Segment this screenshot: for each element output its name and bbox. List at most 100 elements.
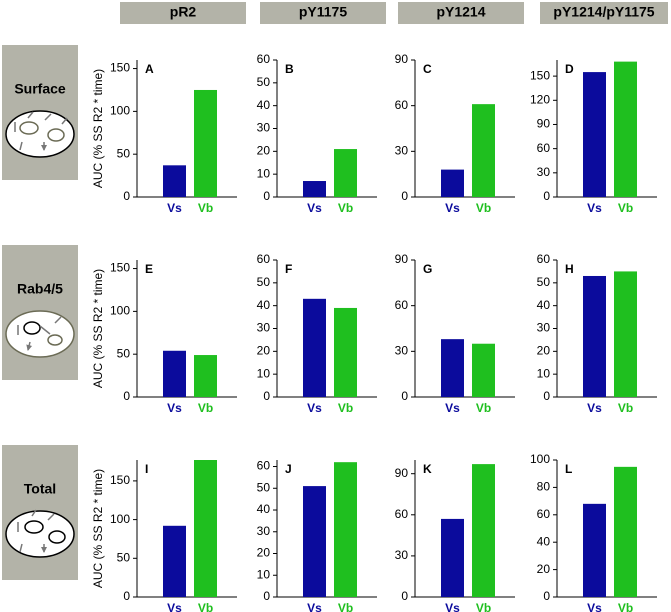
y-tick-label: 30 <box>257 121 271 135</box>
column-header: pY1214/pY1175 <box>553 4 654 20</box>
panel-letter: K <box>423 462 432 476</box>
y-tick-label: 50 <box>117 346 131 360</box>
bar <box>194 89 217 197</box>
x-tick-label: Vb <box>198 601 213 612</box>
x-tick-label: Vs <box>587 601 602 612</box>
column-header: pR2 <box>170 4 197 20</box>
x-tick-label: Vs <box>167 201 182 215</box>
y-tick-label: 0 <box>543 389 550 403</box>
bar <box>334 307 357 397</box>
x-tick-label: Vb <box>198 201 213 215</box>
column-box <box>260 2 386 24</box>
y-tick-label: 0 <box>263 589 270 603</box>
panel-letter: F <box>285 262 292 276</box>
y-tick-label: 10 <box>257 567 271 581</box>
bar <box>614 271 637 397</box>
bar <box>583 275 606 397</box>
y-tick-label: 30 <box>537 165 551 179</box>
bar <box>583 72 606 197</box>
bar <box>303 181 326 197</box>
y-tick-label: 80 <box>537 480 551 494</box>
bar <box>334 149 357 197</box>
bar <box>163 165 186 197</box>
y-tick-label: 0 <box>123 189 130 203</box>
y-tick-label: 120 <box>530 92 550 106</box>
y-tick-label: 30 <box>395 548 409 562</box>
y-tick-label: 0 <box>543 589 550 603</box>
y-tick-label: 60 <box>395 298 409 312</box>
y-tick-label: 60 <box>537 507 551 521</box>
y-axis-label: AUC (% SS R2 * time) <box>91 469 105 588</box>
panel-letter: E <box>145 262 153 276</box>
x-tick-label: Vs <box>587 401 602 415</box>
bar <box>303 486 326 597</box>
y-axis-label: AUC (% SS R2 * time) <box>91 269 105 388</box>
panel-letter: A <box>145 62 154 76</box>
y-tick-label: 30 <box>395 144 409 158</box>
y-tick-label: 0 <box>123 389 130 403</box>
y-tick-label: 50 <box>117 550 131 564</box>
x-tick-label: Vb <box>618 601 633 612</box>
panel-letter: B <box>285 62 294 76</box>
y-tick-label: 90 <box>395 252 409 266</box>
y-tick-label: 0 <box>401 589 408 603</box>
bar <box>583 503 606 597</box>
y-tick-label: 60 <box>537 141 551 155</box>
column-box <box>120 2 246 24</box>
y-tick-label: 20 <box>257 546 271 560</box>
x-tick-label: Vs <box>307 601 322 612</box>
y-tick-label: 50 <box>117 146 131 160</box>
y-tick-label: 40 <box>257 298 271 312</box>
bar <box>163 525 186 597</box>
column-box <box>540 2 668 24</box>
y-tick-label: 60 <box>257 459 271 473</box>
panel-letter: L <box>565 462 572 476</box>
y-tick-label: 30 <box>395 344 409 358</box>
bar <box>614 61 637 198</box>
x-tick-label: Vs <box>167 401 182 415</box>
x-tick-label: Vb <box>198 401 213 415</box>
column-header: pY1175 <box>299 4 347 20</box>
y-tick-label: 150 <box>110 61 130 75</box>
y-tick-label: 30 <box>257 524 271 538</box>
y-tick-label: 90 <box>395 466 409 480</box>
y-tick-label: 150 <box>110 261 130 275</box>
row-box <box>2 45 78 180</box>
bar <box>472 464 495 597</box>
x-tick-label: Vs <box>167 601 182 612</box>
y-tick-label: 20 <box>537 344 551 358</box>
y-tick-label: 0 <box>263 389 270 403</box>
y-tick-label: 10 <box>537 366 551 380</box>
bar <box>441 169 464 197</box>
x-tick-label: Vs <box>445 401 460 415</box>
y-tick-label: 0 <box>263 189 270 203</box>
row-label: Surface <box>14 81 66 97</box>
panel-letter: D <box>565 62 574 76</box>
x-tick-label: Vb <box>338 201 353 215</box>
y-tick-label: 40 <box>257 502 271 516</box>
y-tick-label: 100 <box>530 452 550 466</box>
y-tick-label: 40 <box>537 534 551 548</box>
y-tick-label: 150 <box>110 473 130 487</box>
bar <box>441 339 464 397</box>
y-tick-label: 60 <box>257 252 271 266</box>
bar <box>194 355 217 397</box>
y-tick-label: 0 <box>543 189 550 203</box>
y-tick-label: 10 <box>257 166 271 180</box>
y-tick-label: 90 <box>537 117 551 131</box>
y-tick-label: 50 <box>257 275 271 289</box>
y-tick-label: 100 <box>110 512 130 526</box>
y-tick-label: 100 <box>110 304 130 318</box>
bar <box>472 343 495 397</box>
y-tick-label: 40 <box>537 298 551 312</box>
column-box <box>398 2 524 24</box>
y-tick-label: 100 <box>110 104 130 118</box>
bar <box>614 466 637 597</box>
panel-letter: J <box>285 462 292 476</box>
row-label: Rab4/5 <box>17 281 63 297</box>
y-tick-label: 0 <box>401 189 408 203</box>
row-box <box>2 245 78 380</box>
y-axis-label: AUC (% SS R2 * time) <box>91 69 105 188</box>
